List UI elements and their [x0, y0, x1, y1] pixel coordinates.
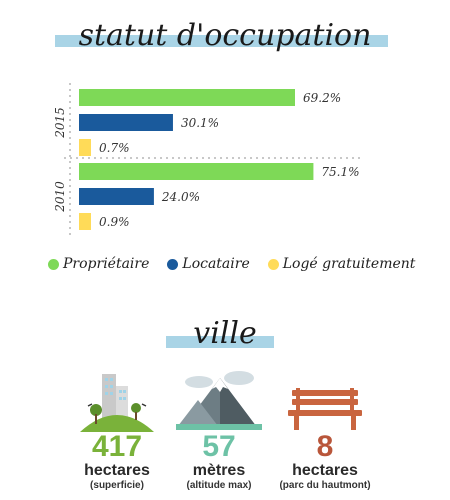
stat-value: 8	[316, 430, 334, 463]
legend-dot-locataire	[167, 258, 179, 270]
bar-locataire-2010	[79, 188, 154, 205]
bar-propri-taire-2015	[79, 89, 295, 106]
legend-label-loge-gratuitement: Logé gratuitement	[282, 256, 416, 272]
group-label-2015: 2015	[53, 107, 67, 139]
bar-label: 30.1%	[181, 116, 219, 130]
bar-log-gratuitement-2015	[79, 139, 91, 156]
bar-label: 69.2%	[303, 91, 341, 105]
bench-icon	[288, 388, 362, 430]
stat-unit: hectares	[84, 462, 150, 479]
stat-unit: mètres	[192, 462, 246, 479]
legend-label-proprietaire: Propriétaire	[63, 256, 150, 272]
stat-unit: hectares	[292, 462, 358, 479]
title-highlight	[166, 336, 274, 348]
stat-sub: (superficie)	[90, 480, 144, 491]
bar-label: 24.0%	[161, 190, 200, 204]
stat-superficie: 417 hectares (superficie)	[52, 368, 182, 491]
legend-dot-proprietaire	[48, 258, 59, 270]
bar-locataire-2015	[79, 114, 173, 131]
title-ville: ville	[0, 316, 450, 351]
title-occupation-text: statut d'occupation	[78, 18, 372, 53]
bar-log-gratuitement-2010	[79, 213, 91, 230]
group-label-2010: 2010	[53, 181, 67, 213]
title-highlight	[55, 35, 388, 47]
stat-parc: 8 hectares (parc du hautmont)	[260, 368, 390, 491]
stat-altitude: 57 mètres (altitude max)	[154, 368, 284, 491]
bar-propri-taire-2010	[79, 163, 314, 180]
legend-item-locataire: Locataire	[167, 256, 250, 272]
legend-dot-loge-gratuitement	[267, 258, 279, 270]
stat-value: 417	[91, 430, 143, 463]
occupation-chart: 2015 69.2% 30.1% 0.7% 2010 75.1% 24.0% 0.9%	[53, 83, 360, 235]
stat-sub: (altitude max)	[186, 480, 252, 491]
city-hill-icon	[80, 374, 154, 432]
legend-label-locataire: Locataire	[182, 256, 250, 272]
bar-label: 0.7%	[99, 141, 130, 155]
stat-sub: (parc du hautmont)	[279, 480, 371, 491]
chart-legend: Propriétaire Locataire Logé gratuitement	[48, 256, 415, 272]
title-occupation: statut d'occupation	[0, 18, 450, 53]
mountain-icon	[176, 371, 262, 430]
bar-label: 0.9%	[99, 215, 130, 229]
legend-item-loge-gratuitement: Logé gratuitement	[267, 256, 416, 272]
bar-label: 75.1%	[321, 165, 359, 179]
stat-value: 57	[202, 430, 236, 463]
title-ville-text: ville	[193, 316, 257, 351]
legend-item-proprietaire: Propriétaire	[48, 256, 149, 272]
